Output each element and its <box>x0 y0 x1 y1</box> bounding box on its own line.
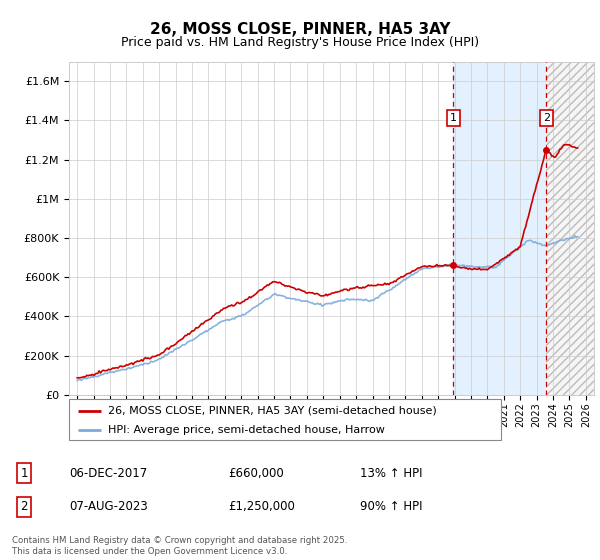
Text: 06-DEC-2017: 06-DEC-2017 <box>69 466 147 480</box>
Text: 26, MOSS CLOSE, PINNER, HA5 3AY: 26, MOSS CLOSE, PINNER, HA5 3AY <box>150 22 450 38</box>
FancyBboxPatch shape <box>69 399 501 440</box>
Text: 1: 1 <box>20 466 28 480</box>
Text: 26, MOSS CLOSE, PINNER, HA5 3AY (semi-detached house): 26, MOSS CLOSE, PINNER, HA5 3AY (semi-de… <box>108 405 437 416</box>
Text: Contains HM Land Registry data © Crown copyright and database right 2025.
This d: Contains HM Land Registry data © Crown c… <box>12 536 347 556</box>
Text: 2: 2 <box>20 500 28 514</box>
Bar <box>453 62 546 395</box>
Text: £1,250,000: £1,250,000 <box>228 500 295 514</box>
Text: Price paid vs. HM Land Registry's House Price Index (HPI): Price paid vs. HM Land Registry's House … <box>121 36 479 49</box>
Text: 1: 1 <box>450 113 457 123</box>
Text: 90% ↑ HPI: 90% ↑ HPI <box>360 500 422 514</box>
Text: £660,000: £660,000 <box>228 466 284 480</box>
Text: 2: 2 <box>542 113 550 123</box>
Text: HPI: Average price, semi-detached house, Harrow: HPI: Average price, semi-detached house,… <box>108 424 385 435</box>
Text: 13% ↑ HPI: 13% ↑ HPI <box>360 466 422 480</box>
Bar <box>546 62 594 395</box>
Text: 07-AUG-2023: 07-AUG-2023 <box>69 500 148 514</box>
